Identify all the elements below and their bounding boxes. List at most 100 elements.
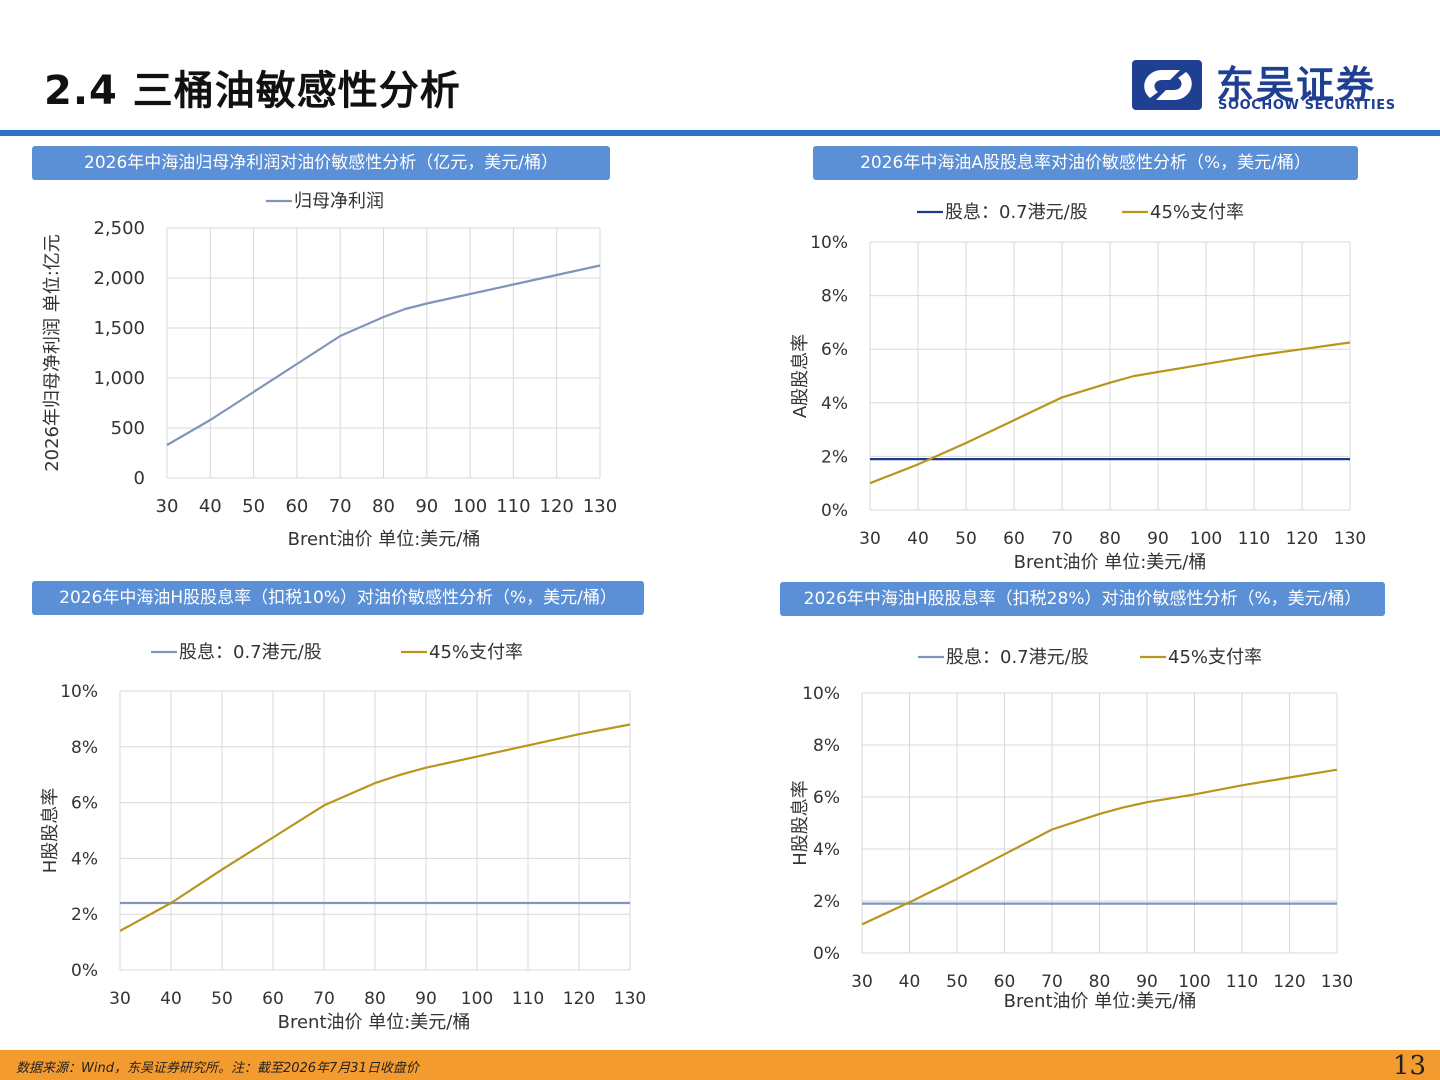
chart-4-yaxis-title: H股股息率: [790, 780, 811, 866]
chart-4-xtick-label: 90: [1136, 972, 1158, 992]
chart-2-xtick-label: 90: [1147, 529, 1169, 549]
chart-3-banner: 2026年中海油H股股息率（扣税10%）对油价敏感性分析（%，美元/桶）: [32, 581, 644, 615]
chart-3-xaxis-title: Brent油价 单位:美元/桶: [278, 1012, 471, 1033]
chart-2-ytick-label: 2%: [821, 447, 848, 467]
chart-2-xtick-label: 30: [859, 529, 881, 549]
chart-1-legend-1-label: 归母净利润: [294, 191, 384, 212]
chart-2-ytick-label: 6%: [821, 340, 848, 360]
chart-3-xtick-label: 110: [512, 989, 544, 1009]
chart-3-xtick-label: 90: [415, 989, 437, 1009]
chart-4-xtick-label: 120: [1273, 972, 1305, 992]
chart-3-legend-2-label: 45%支付率: [429, 642, 523, 663]
chart-3-yaxis-title: H股股息率: [40, 788, 61, 874]
chart-1-ytick-label: 1,500: [93, 318, 145, 339]
chart-4-ytick-label: 0%: [813, 944, 840, 964]
chart-1-yaxis-title: 2026年归母净利润 单位:亿元: [42, 234, 63, 472]
chart-3-ytick-label: 10%: [60, 682, 98, 702]
chart-2-xtick-label: 100: [1190, 529, 1222, 549]
chart-4-legend-1-label: 股息：0.7港元/股: [946, 647, 1089, 668]
chart-4-xtick-label: 100: [1178, 972, 1210, 992]
chart-2-xtick-label: 60: [1003, 529, 1025, 549]
charts-canvas: 0 500 1,000 1,500 2,000 2,500 30 40 50 60 70 80 90 10…: [40, 191, 1366, 1033]
chart-4-xtick-label: 60: [994, 972, 1016, 992]
chart-2-legend-2-label: 45%支付率: [1150, 202, 1244, 223]
chart-1-xtick-label: 110: [496, 496, 530, 517]
chart-2-xaxis-title: Brent油价 单位:美元/桶: [1014, 552, 1207, 573]
footer-bar: 数据来源：Wind，东吴证券研究所。注：截至2026年7月31日收盘价 13: [0, 1050, 1440, 1080]
chart-1-ytick-label: 1,000: [93, 368, 145, 389]
chart-1-xtick-label: 70: [329, 496, 352, 517]
chart-4-xtick-label: 130: [1321, 972, 1353, 992]
chart-2-yaxis-title: A股股息率: [790, 334, 811, 418]
chart-3-ytick-label: 2%: [71, 905, 98, 925]
chart-1-ytick-label: 2,000: [93, 268, 145, 289]
chart-3-xtick-label: 120: [563, 989, 595, 1009]
chart-4-xtick-label: 30: [851, 972, 873, 992]
header-divider: [0, 130, 1440, 136]
chart-2-xtick-label: 80: [1099, 529, 1121, 549]
chart-2-xtick-label: 110: [1238, 529, 1270, 549]
chart-3-ytick-label: 8%: [71, 738, 98, 758]
chart-1-xtick-label: 130: [583, 496, 617, 517]
chart-3-xtick-label: 70: [313, 989, 335, 1009]
chart-4-ytick-label: 6%: [813, 788, 840, 808]
page-number: 13: [1392, 1051, 1426, 1080]
chart-1-xtick-label: 90: [415, 496, 438, 517]
chart-1-ytick-label: 500: [111, 418, 145, 439]
chart-4-ytick-label: 8%: [813, 736, 840, 756]
chart-1-xtick-label: 100: [453, 496, 487, 517]
chart-3-ytick-label: 4%: [71, 849, 98, 869]
chart-4-xtick-label: 50: [946, 972, 968, 992]
chart-2-ytick-label: 8%: [821, 287, 848, 307]
chart-2-ytick-label: 4%: [821, 394, 848, 414]
chart-1-xtick-label: 40: [199, 496, 222, 517]
chart-1-series-1-line: [166, 264, 601, 446]
chart-3-series-2-line: [119, 723, 631, 932]
chart-3-ytick-label: 0%: [71, 961, 98, 981]
logo-text-en: SOOCHOW SECURITIES: [1218, 98, 1396, 113]
chart-4-ytick-label: 4%: [813, 840, 840, 860]
chart-1-xtick-label: 50: [242, 496, 265, 517]
chart-4-xtick-label: 70: [1041, 972, 1063, 992]
chart-2-xtick-label: 120: [1286, 529, 1318, 549]
footer-source-note: 数据来源：Wind，东吴证券研究所。注：截至2026年7月31日收盘价: [16, 1061, 419, 1076]
chart-3-xtick-label: 130: [614, 989, 646, 1009]
logo-text-cn: 东吴证券: [1216, 63, 1377, 107]
chart-1-banner: 2026年中海油归母净利润对油价敏感性分析（亿元，美元/桶）: [32, 146, 610, 180]
chart-1-xtick-label: 60: [285, 496, 308, 517]
chart-1-xtick-label: 120: [540, 496, 574, 517]
logo-mark-icon: [1132, 60, 1202, 110]
chart-2-ytick-label: 0%: [821, 501, 848, 521]
chart-2-legend-1-label: 股息：0.7港元/股: [945, 202, 1088, 223]
page-title: 2.4 三桶油敏感性分析: [44, 68, 461, 114]
chart-1-ytick-label: 2,500: [93, 218, 145, 239]
chart-4-legend-2-label: 45%支付率: [1168, 647, 1262, 668]
company-logo: 东吴证券 SOOCHOW SECURITIES: [1132, 58, 1412, 114]
chart-2-xtick-label: 130: [1334, 529, 1366, 549]
chart-3-legend-1-label: 股息：0.7港元/股: [179, 642, 322, 663]
chart-2-xtick-label: 70: [1051, 529, 1073, 549]
chart-1-xaxis-title: Brent油价 单位:美元/桶: [288, 529, 481, 550]
chart-4-xtick-label: 110: [1226, 972, 1258, 992]
chart-3-ytick-label: 6%: [71, 794, 98, 814]
chart-2-banner: 2026年中海油A股股息率对油价敏感性分析（%，美元/桶）: [813, 146, 1358, 180]
chart-3-xtick-label: 40: [160, 989, 182, 1009]
chart-2-xtick-label: 50: [955, 529, 977, 549]
chart-4-ytick-label: 2%: [813, 892, 840, 912]
chart-1-ytick-label: 0: [134, 468, 145, 489]
chart-3-xtick-label: 50: [211, 989, 233, 1009]
chart-3-xtick-label: 80: [364, 989, 386, 1009]
chart-1-xtick-label: 30: [156, 496, 179, 517]
chart-3-xtick-label: 30: [109, 989, 131, 1009]
chart-3-xtick-label: 60: [262, 989, 284, 1009]
chart-1-xtick-label: 80: [372, 496, 395, 517]
chart-2-series-2-line: [869, 341, 1351, 485]
chart-4-xaxis-title: Brent油价 单位:美元/桶: [1004, 991, 1197, 1012]
chart-4-banner: 2026年中海油H股股息率（扣税28%）对油价敏感性分析（%，美元/桶）: [780, 582, 1385, 616]
chart-3-xtick-label: 100: [461, 989, 493, 1009]
chart-4-xtick-label: 80: [1089, 972, 1111, 992]
chart-2-xtick-label: 40: [907, 529, 929, 549]
chart-4-xtick-label: 40: [899, 972, 921, 992]
chart-4-ytick-label: 10%: [802, 684, 840, 704]
chart-4-series-2-line: [861, 768, 1338, 926]
